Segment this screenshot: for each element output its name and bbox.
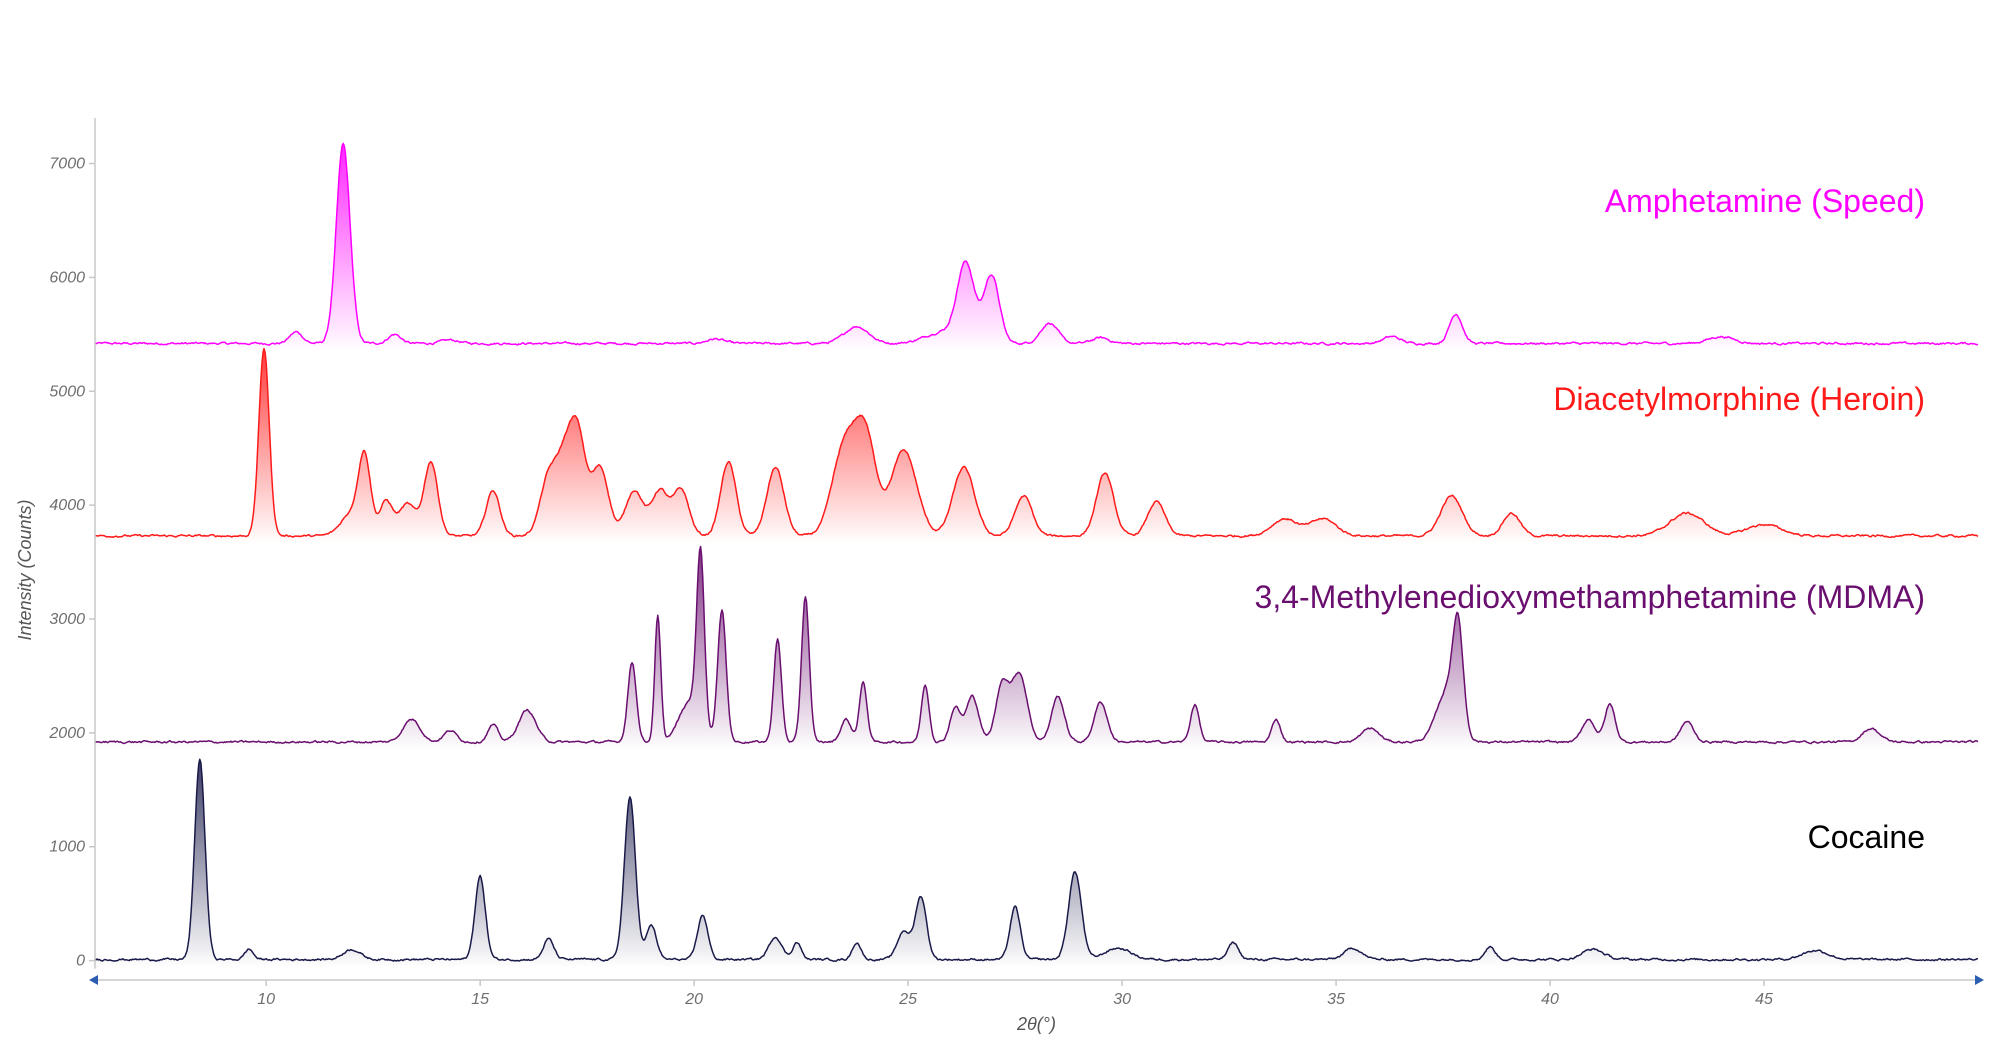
series-label: Amphetamine (Speed) <box>1605 183 1925 219</box>
series-line <box>94 142 1979 346</box>
y-tick-label: 2000 <box>48 725 85 742</box>
x-axis-ticks: 10 15 20 25 30 35 40 45 <box>257 980 1773 1008</box>
y-tick-label: 6000 <box>49 269 85 286</box>
x-tick-label: 10 <box>257 991 275 1008</box>
series-line <box>94 758 1979 963</box>
series-area <box>95 143 1978 352</box>
x-tick-label: 25 <box>898 991 917 1008</box>
y-tick-label: 4000 <box>49 497 85 514</box>
y-tick-label: 1000 <box>49 839 85 856</box>
y-tick-label: 7000 <box>49 156 85 173</box>
x-axis-scroll-left-icon <box>89 975 98 985</box>
series-labels: Amphetamine (Speed) Diacetylmorphine (Her… <box>1255 183 1925 855</box>
series-lines <box>94 142 1979 963</box>
x-axis-title: 2θ(°) <box>1016 1014 1056 1034</box>
series-label: Cocaine <box>1808 819 1925 855</box>
x-tick-label: 45 <box>1755 991 1773 1008</box>
series-label: 3,4-Methylenedioxymethamphetamine (MDMA) <box>1255 579 1925 615</box>
y-axis-ticks: 0 1000 2000 3000 4000 5000 6000 7000 <box>48 156 95 970</box>
x-tick-label: 40 <box>1541 991 1559 1008</box>
x-tick-label: 15 <box>471 991 489 1008</box>
y-tick-label: 5000 <box>49 383 85 400</box>
x-tick-label: 20 <box>684 991 703 1008</box>
series-area <box>95 348 1978 544</box>
series-label: Diacetylmorphine (Heroin) <box>1553 381 1925 417</box>
x-axis-scroll-right-icon <box>1975 975 1984 985</box>
y-tick-label: 0 <box>76 953 85 970</box>
series-fills <box>95 143 1978 968</box>
y-tick-label: 3000 <box>49 611 85 628</box>
x-tick-label: 30 <box>1113 991 1131 1008</box>
series-area <box>95 759 1978 968</box>
x-tick-label: 35 <box>1327 991 1345 1008</box>
series-area <box>95 546 1978 750</box>
series-line <box>94 347 1979 539</box>
y-axis-title: Intensity (Counts) <box>15 499 35 640</box>
axes: 10 15 20 25 30 35 40 45 0 1000 2000 3000 4000 5000 60… <box>15 118 1984 1034</box>
series-line <box>94 545 1979 745</box>
